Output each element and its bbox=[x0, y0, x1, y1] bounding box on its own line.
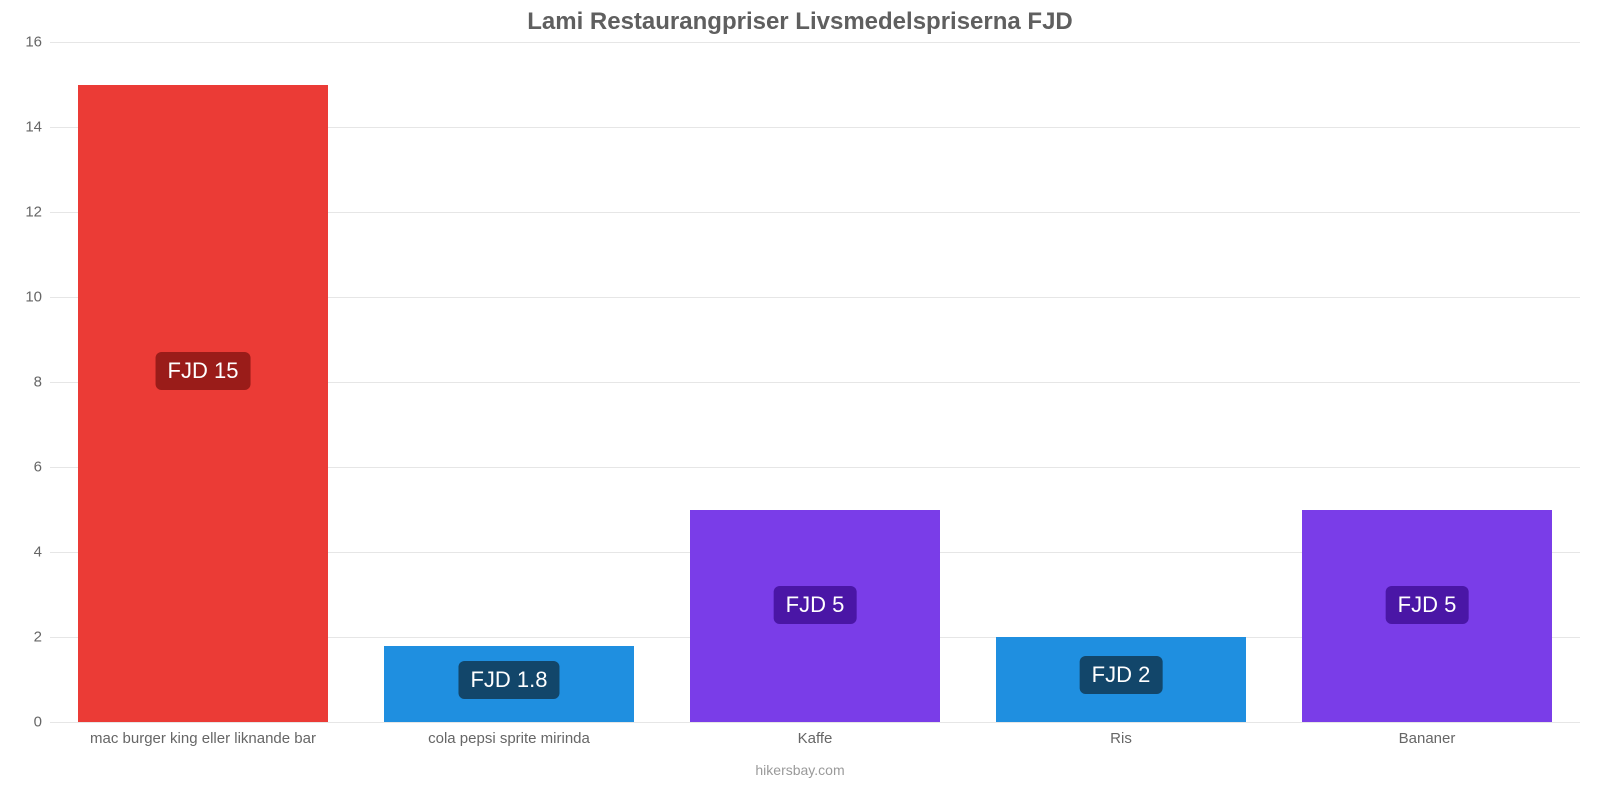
bar-slot: FJD 15 bbox=[50, 42, 356, 722]
plot-area: FJD 15FJD 1.8FJD 5FJD 2FJD 5 mac burger … bbox=[50, 42, 1580, 722]
value-badge: FJD 2 bbox=[1080, 656, 1163, 694]
x-tick-label: cola pepsi sprite mirinda bbox=[356, 730, 662, 750]
x-tick-label: Bananer bbox=[1274, 730, 1580, 750]
y-tick-label: 16 bbox=[12, 34, 42, 51]
y-tick-label: 2 bbox=[12, 629, 42, 646]
bar-slot: FJD 5 bbox=[1274, 42, 1580, 722]
chart-title: Lami Restaurangpriser Livsmedelspriserna… bbox=[0, 8, 1600, 36]
y-tick-label: 4 bbox=[12, 544, 42, 561]
value-badge: FJD 1.8 bbox=[458, 661, 559, 699]
y-tick-label: 12 bbox=[12, 204, 42, 221]
price-bar-chart: Lami Restaurangpriser Livsmedelspriserna… bbox=[0, 0, 1600, 800]
value-badge: FJD 5 bbox=[774, 586, 857, 624]
y-tick-label: 0 bbox=[12, 714, 42, 731]
bar-slot: FJD 5 bbox=[662, 42, 968, 722]
x-tick-label: mac burger king eller liknande bar bbox=[50, 730, 356, 750]
y-tick-label: 10 bbox=[12, 289, 42, 306]
bar-slot: FJD 2 bbox=[968, 42, 1274, 722]
bar bbox=[78, 85, 329, 723]
value-badge: FJD 15 bbox=[156, 352, 251, 390]
y-tick-label: 14 bbox=[12, 119, 42, 136]
bar-slot: FJD 1.8 bbox=[356, 42, 662, 722]
x-tick-label: Kaffe bbox=[662, 730, 968, 750]
gridline bbox=[50, 722, 1580, 723]
value-badge: FJD 5 bbox=[1386, 586, 1469, 624]
x-axis: mac burger king eller liknande barcola p… bbox=[50, 730, 1580, 750]
x-tick-label: Ris bbox=[968, 730, 1274, 750]
y-tick-label: 8 bbox=[12, 374, 42, 391]
credit-label: hikersbay.com bbox=[0, 762, 1600, 778]
bars-layer: FJD 15 FJD 1.8 FJD 5 FJD 2 FJD 5 bbox=[50, 42, 1580, 722]
y-tick-label: 6 bbox=[12, 459, 42, 476]
